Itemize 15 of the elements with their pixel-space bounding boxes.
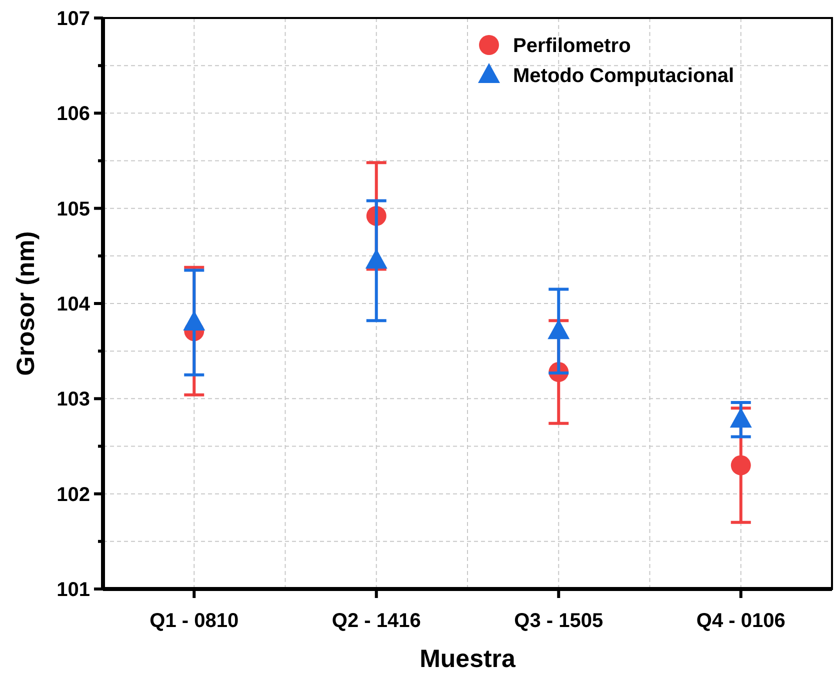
y-tick-label: 104 (56, 294, 91, 316)
x-tick-label: Q1 - 0810 (150, 610, 239, 632)
legend-label: Perfilometro (513, 35, 631, 57)
x-tick-label: Q2 - 1416 (332, 610, 421, 632)
y-tick-label: 103 (56, 388, 90, 411)
y-axis-title: Grosor (nm) (12, 231, 40, 376)
x-tick-label: Q4 - 0106 (696, 610, 786, 632)
x-axis-title: Muestra (420, 645, 517, 673)
legend-label: Metodo Computacional (513, 65, 734, 87)
y-tick-label: 101 (56, 579, 90, 601)
y-tick-label: 102 (56, 484, 90, 506)
x-tick-label: Q3 - 1505 (514, 610, 604, 632)
y-tick-label: 105 (56, 198, 90, 220)
y-tick-label: 107 (56, 8, 90, 30)
y-tick-label: 106 (56, 103, 90, 126)
